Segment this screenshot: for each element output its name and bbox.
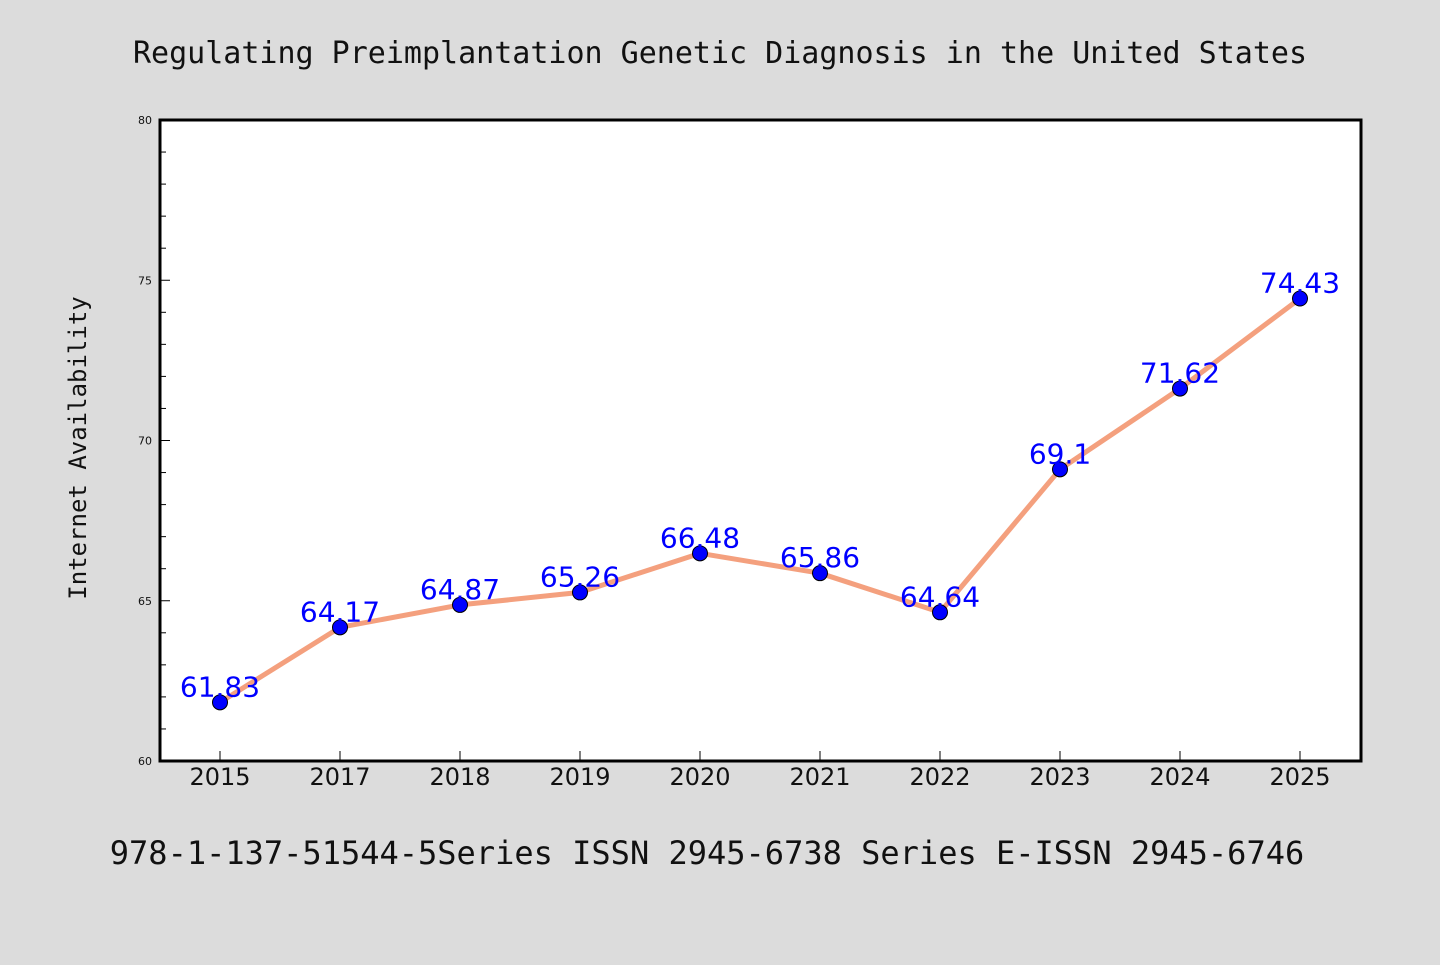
series-line-group — [217, 296, 1303, 705]
chart-title: Regulating Preimplantation Genetic Diagn… — [133, 36, 1307, 71]
x-tick-label: 2015 — [189, 763, 250, 791]
x-tick-label: 2019 — [549, 763, 610, 791]
data-label: 69.1 — [1029, 437, 1091, 470]
y-tick-label: 70 — [138, 435, 152, 448]
x-tick-label: 2022 — [909, 763, 970, 791]
x-tick-label: 2018 — [429, 763, 490, 791]
data-label: 64.87 — [420, 573, 500, 606]
y-tick-label: 65 — [138, 595, 152, 608]
data-label: 71.62 — [1140, 357, 1220, 390]
data-point — [1292, 290, 1308, 307]
data-point — [332, 619, 348, 636]
x-tick-label: 2024 — [1149, 763, 1210, 791]
y-tick-label: 60 — [138, 755, 152, 768]
plot-area — [160, 120, 1361, 761]
data-label: 66.48 — [660, 521, 740, 554]
x-tick-label: 2021 — [789, 763, 850, 791]
data-label: 64.17 — [300, 595, 380, 628]
data-label: 64.64 — [900, 580, 980, 613]
data-markers — [212, 290, 1308, 711]
footer-isbn-issn: 978-1-137-51544-5Series ISSN 2945-6738 S… — [110, 834, 1304, 872]
x-axis-ticks: 2015 2017 2018 2019 2020 2021 2022 2023 2024 2025 — [189, 751, 1331, 791]
plot-frame — [158, 118, 1363, 763]
data-labels: 61.83 64.17 64.87 65.26 66.48 65.86 64.64 69.1 7… — [180, 267, 1340, 704]
data-label: 65.86 — [780, 541, 860, 574]
data-label: 65.26 — [540, 560, 620, 593]
y-axis-ticks: 60 65 70 75 80 — [138, 114, 170, 768]
y-tick-label: 75 — [138, 274, 152, 287]
data-point — [932, 604, 948, 621]
data-point — [212, 694, 228, 711]
y-axis-label: Internet Availability — [64, 296, 92, 599]
data-point — [1172, 380, 1188, 397]
data-label: 74.43 — [1260, 267, 1340, 300]
series-line — [217, 296, 1303, 705]
x-tick-label: 2023 — [1029, 763, 1090, 791]
x-tick-label: 2025 — [1269, 763, 1330, 791]
data-label: 61.83 — [180, 670, 260, 703]
x-tick-label: 2017 — [309, 763, 370, 791]
data-point — [692, 545, 708, 562]
y-tick-label: 80 — [138, 114, 152, 127]
data-point — [812, 565, 828, 582]
data-point — [1052, 461, 1068, 478]
data-point — [572, 584, 588, 601]
data-point — [452, 596, 468, 613]
x-tick-label: 2020 — [669, 763, 730, 791]
